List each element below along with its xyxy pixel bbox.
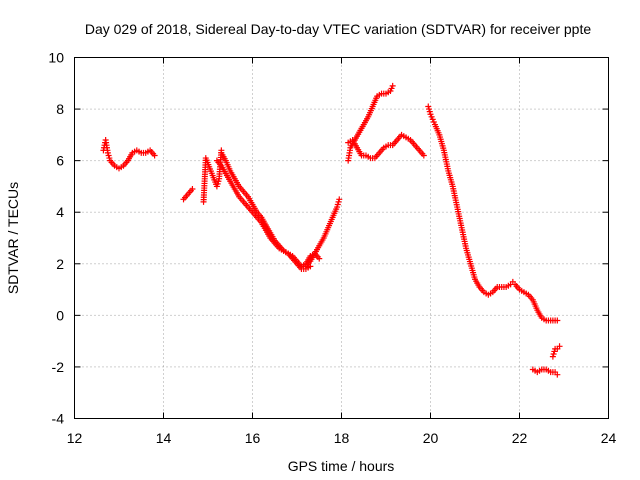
y-tick-label: 8 bbox=[56, 101, 64, 117]
y-tick-labels: -4 -2 0 2 4 6 8 10 bbox=[48, 50, 64, 427]
y-tick-label: 2 bbox=[56, 256, 64, 272]
x-tick-label: 14 bbox=[156, 430, 172, 446]
data-point bbox=[554, 317, 561, 324]
x-tick-label: 20 bbox=[423, 430, 439, 446]
y-tick-label: 0 bbox=[56, 307, 64, 323]
data-point bbox=[389, 82, 396, 89]
x-tick-label: 16 bbox=[245, 430, 261, 446]
data-point bbox=[189, 186, 196, 193]
y-tick-label: -4 bbox=[52, 411, 65, 427]
data-point bbox=[151, 152, 158, 159]
series-arc-5 bbox=[218, 149, 314, 272]
x-axis-label: GPS time / hours bbox=[288, 458, 395, 474]
y-tick-label: 10 bbox=[48, 50, 64, 66]
series-arc-6 bbox=[302, 196, 343, 270]
grid-lines bbox=[74, 57, 609, 419]
chart-title: Day 029 of 2018, Sidereal Day-to-day VTE… bbox=[85, 21, 592, 37]
x-tick-label: 18 bbox=[334, 430, 350, 446]
data-points bbox=[100, 82, 563, 378]
y-tick-label: -2 bbox=[52, 359, 65, 375]
data-point bbox=[316, 255, 323, 262]
y-tick-label: 4 bbox=[56, 204, 64, 220]
y-tick-label: 6 bbox=[56, 153, 64, 169]
series-arc-8 bbox=[345, 131, 427, 162]
series-arc-9 bbox=[425, 103, 561, 324]
data-point bbox=[336, 196, 343, 203]
series-arc-11 bbox=[549, 343, 563, 360]
y-axis-label: SDTVAR / TECUs bbox=[5, 182, 21, 294]
x-tick-labels: 12 14 16 18 20 22 24 bbox=[67, 430, 617, 446]
data-point bbox=[420, 152, 427, 159]
series-arc-10 bbox=[529, 366, 561, 378]
x-tick-label: 24 bbox=[601, 430, 617, 446]
series-arc-7 bbox=[345, 82, 396, 164]
series-arc-1 bbox=[100, 137, 158, 172]
series-arc-2 bbox=[180, 186, 196, 203]
data-point bbox=[556, 343, 563, 350]
axis-ticks bbox=[74, 57, 609, 419]
data-point bbox=[554, 371, 561, 378]
x-tick-label: 22 bbox=[512, 430, 528, 446]
x-tick-label: 12 bbox=[67, 430, 83, 446]
